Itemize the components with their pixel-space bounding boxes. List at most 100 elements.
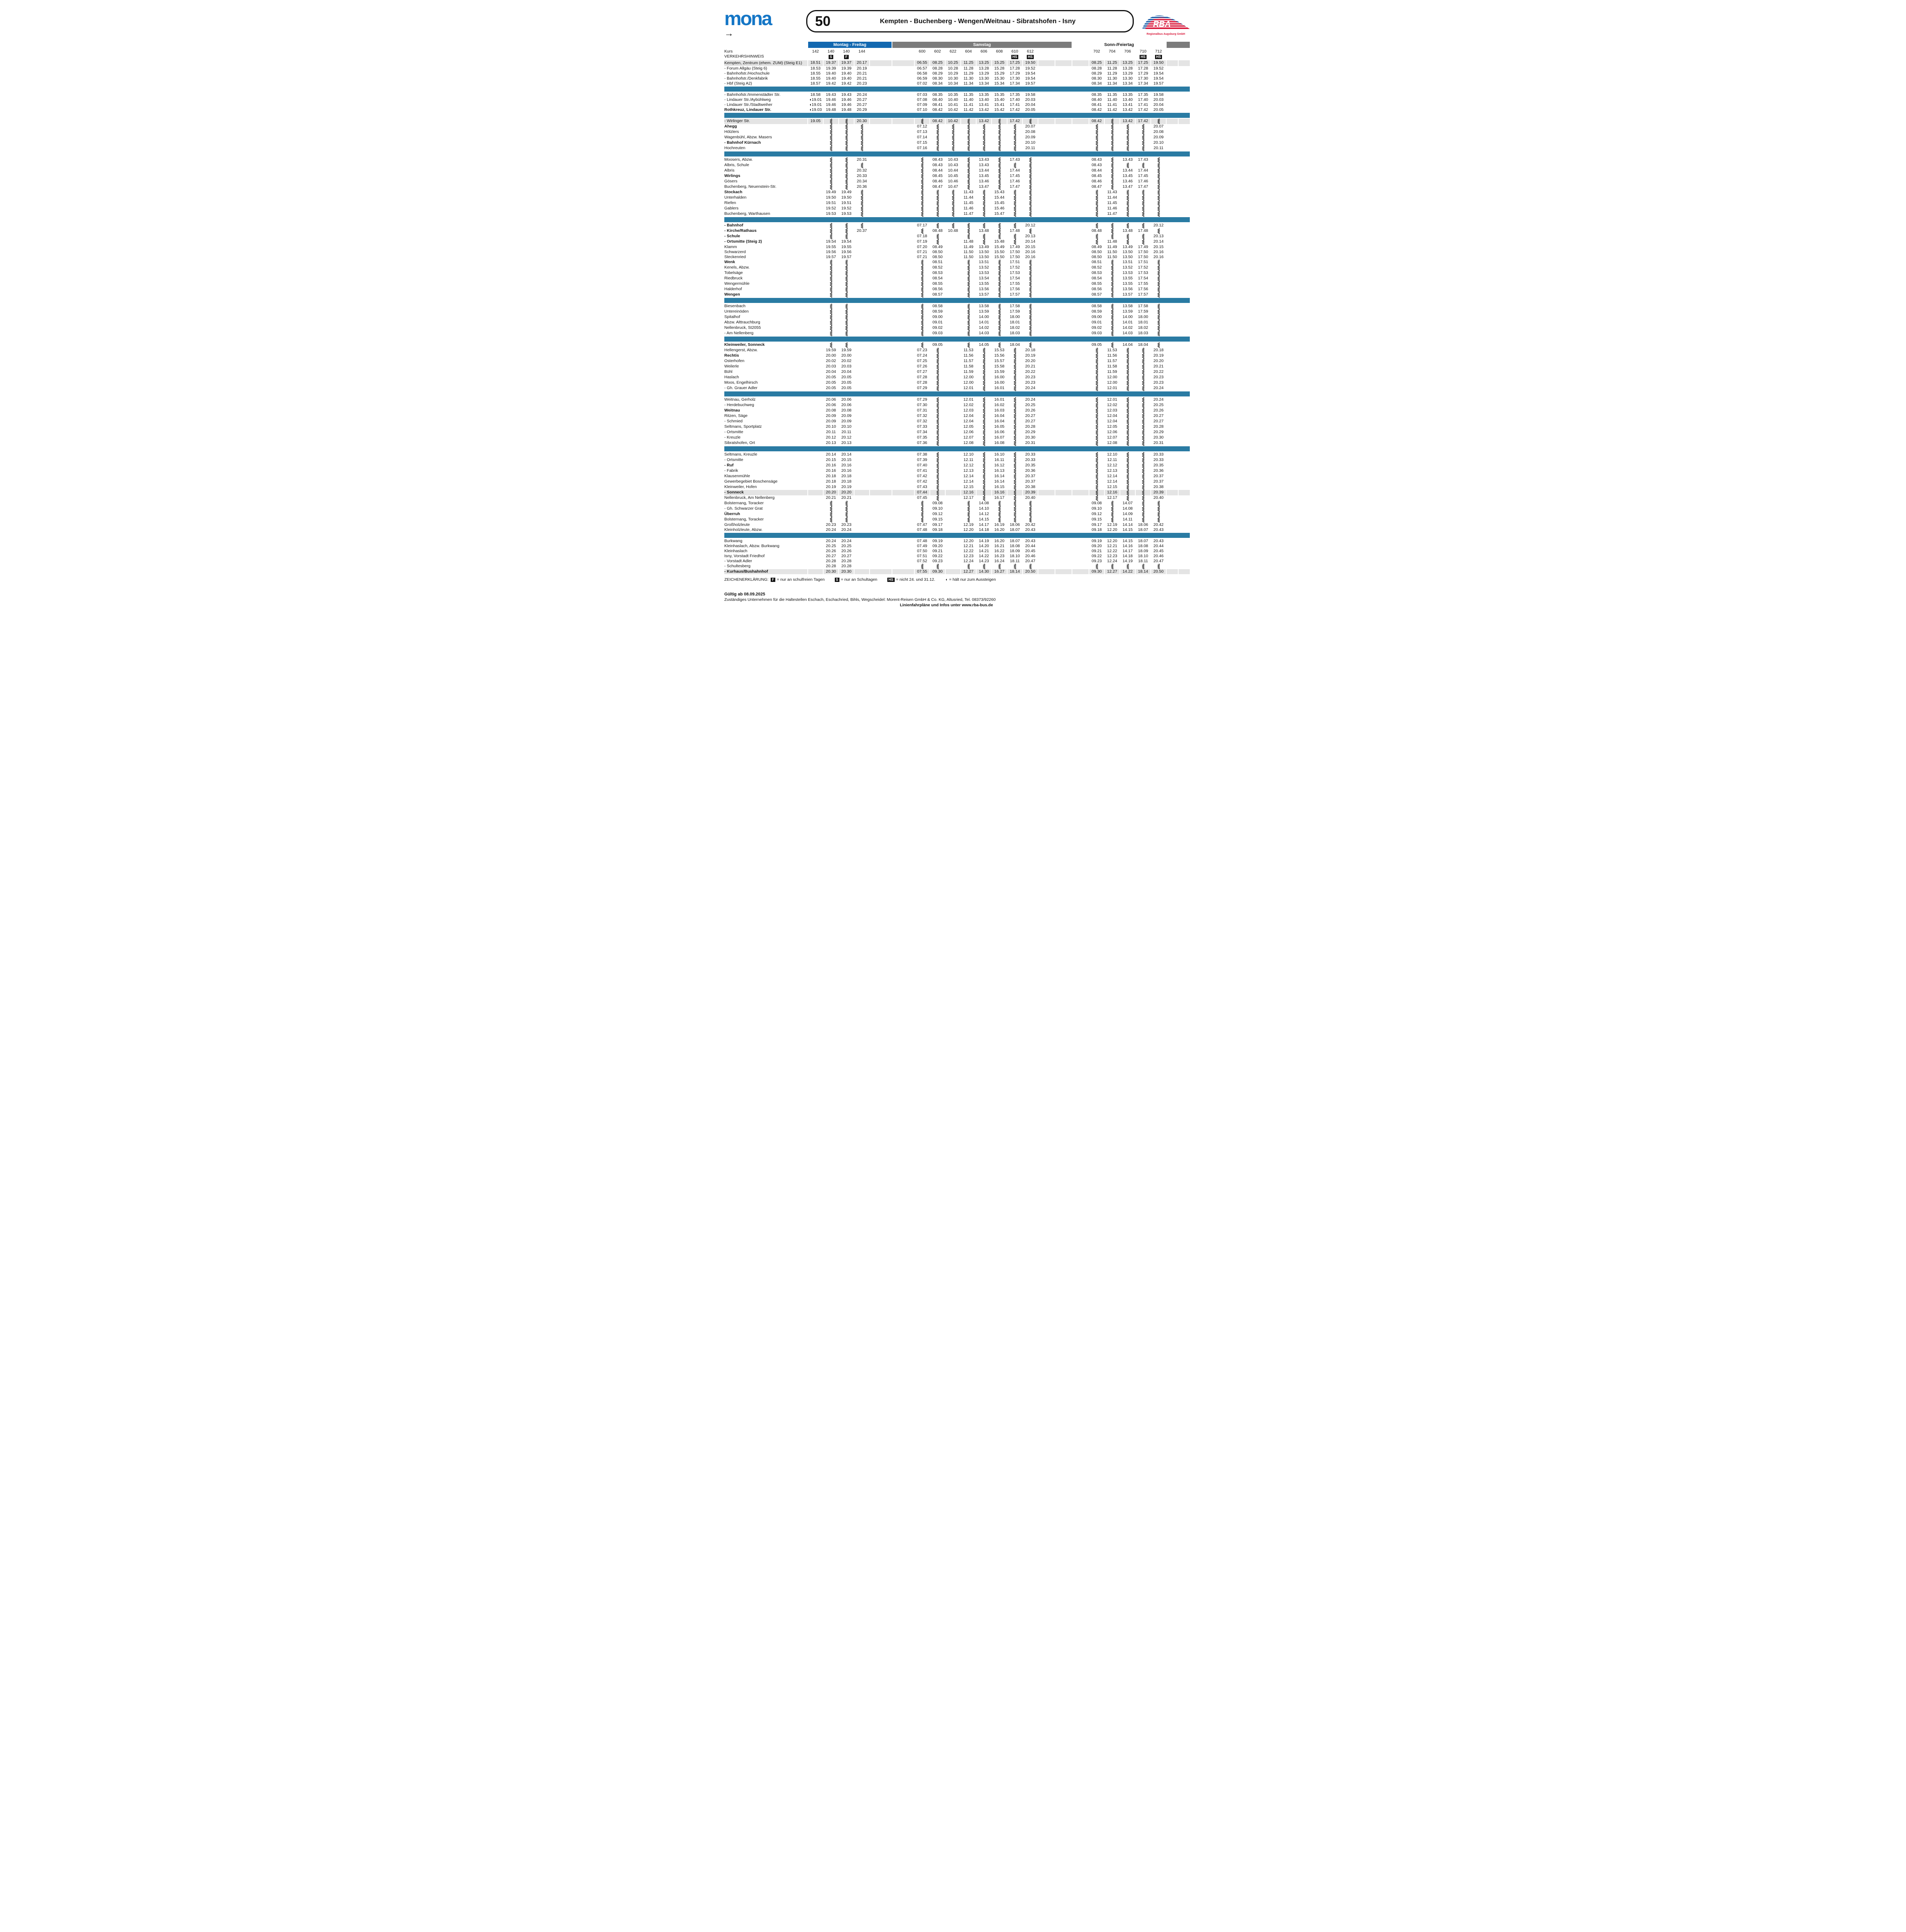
skip-marker [992,140,1007,146]
time-cell: 16.12 [994,463,1005,468]
time-cell: 20.30 [854,119,869,124]
time-cell [808,190,823,195]
skip-marker [824,124,838,129]
zigzag-icon [845,146,848,151]
skip-marker [1151,179,1166,184]
skip-marker [824,331,838,336]
zigzag-icon [1013,140,1016,146]
skip-marker [824,168,838,173]
time-cell: 20.08 [841,408,852,413]
skip-marker [1089,564,1104,569]
spacer-cell [1167,163,1178,168]
spacer-cell [1167,239,1178,245]
spacer-cell [1055,281,1072,287]
spacer-cell [870,146,892,151]
zigzag-icon [829,320,832,325]
skip-marker [946,129,960,135]
time-cell [854,386,869,391]
time-cell: 07.10 [917,107,928,112]
time-cell [808,517,823,522]
skip-marker [961,184,976,190]
skip-marker [1120,223,1135,228]
spacer-cell [1072,559,1089,564]
skip-marker [824,517,838,522]
skip-marker [992,325,1007,331]
section-divider [724,337,1190,342]
time-cell: 17.48 [1009,228,1020,233]
spacer-cell [892,102,914,107]
time-cell [946,408,960,413]
skip-marker [1151,564,1166,569]
skip-marker [1120,424,1135,430]
time-cell: 19.50 [826,195,836,200]
spacer-cell [1179,369,1190,375]
spacer-cell [1055,211,1072,217]
skip-marker [1151,228,1166,234]
time-cell: 07.28 [917,380,928,385]
spacer-cell [870,292,892,298]
skip-marker [977,201,991,206]
time-cell: 09.30 [1089,569,1104,574]
time-cell: 20.03 [1025,97,1036,102]
zigzag-icon [845,124,848,129]
skip-marker [1136,424,1150,430]
spacer-cell [1179,92,1190,97]
time-cell: 09.00 [932,315,943,319]
time-cell: 08.49 [932,245,943,249]
time-cell: 15.49 [994,245,1005,249]
spacer-cell [1055,304,1072,309]
time-cell [854,359,869,364]
zigzag-icon [998,157,1001,163]
zigzag-icon [982,239,985,245]
skip-marker [854,223,869,228]
spacer-cell [1038,184,1055,190]
spacer-cell [1179,325,1190,331]
time-cell: 15.46 [994,206,1005,211]
skip-marker [1120,403,1135,408]
time-cell: 13.48 [978,228,989,233]
skip-marker [839,135,854,140]
spacer-cell [1055,569,1072,574]
time-cell: 20.10 [1153,140,1164,145]
spacer-cell [1167,223,1178,228]
zigzag-icon [845,331,848,336]
zigzag-icon [1111,517,1114,522]
skip-marker [854,163,869,168]
skip-marker [930,440,945,446]
time-cell: 13.44 [978,168,989,173]
zigzag-icon [1142,517,1145,522]
time-cell: 07.19 [917,239,928,244]
skip-marker [977,239,991,245]
time-cell: 16.01 [994,397,1005,402]
skip-marker [1136,468,1150,474]
zigzag-icon [845,228,848,234]
spacer-cell [1072,501,1089,506]
spacer-cell [1055,146,1072,151]
time-cell [808,140,823,146]
spacer-cell [1179,522,1190,527]
stop-name: Hölzlers [724,129,739,134]
time-cell [808,342,823,348]
zigzag-icon [967,140,970,146]
time-cell: 19.53 [826,211,836,216]
section-divider [724,533,1190,538]
time-cell [946,463,960,468]
zigzag-icon [1013,485,1016,490]
time-cell: 14.22 [978,554,989,558]
time-cell: 08.54 [932,276,943,281]
stop-name: Schwarzerd [724,250,746,254]
spacer-cell [1179,435,1190,440]
skip-marker [1136,430,1150,435]
time-cell: 20.19 [1025,353,1036,358]
zigzag-icon [1029,315,1032,320]
time-cell: 20.12 [841,435,852,440]
zigzag-icon [1095,234,1098,239]
zigzag-icon [1126,195,1129,201]
section-divider [724,151,1190,156]
time-cell: 08.35 [1091,92,1102,97]
time-cell: 20.09 [841,413,852,418]
spacer-cell [1179,206,1190,211]
time-cell: 10.30 [948,76,958,81]
spacer-cell [1072,60,1089,66]
time-cell: 19.59 [826,348,836,352]
